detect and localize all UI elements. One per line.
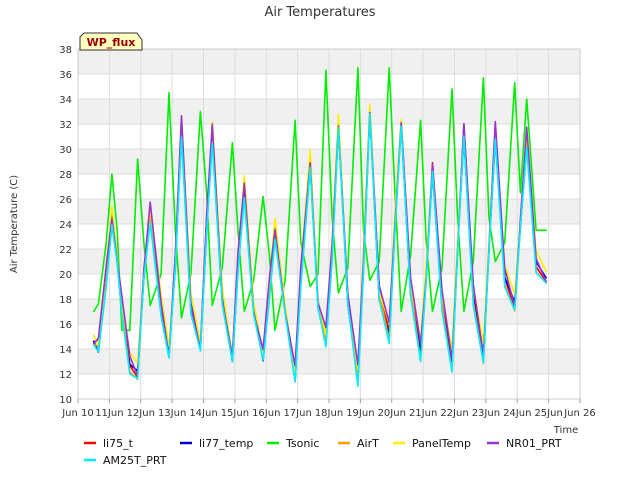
series-line-am25t-prt <box>92 112 547 388</box>
x-axis-ticks: Jun 10 11Jun 12Jun 13Jun 14Jun 15Jun 16Jun 17Ju… <box>61 399 596 419</box>
legend-label: PanelTemp <box>412 437 471 450</box>
y-tick-label: 32 <box>59 120 72 131</box>
x-tick-label: 12Jun <box>127 408 155 419</box>
y-tick-label: 36 <box>59 70 72 81</box>
x-tick-label: 17Jun <box>283 408 311 419</box>
y-tick-label: 14 <box>59 345 72 356</box>
x-tick-label: 23Jun <box>472 408 500 419</box>
y-tick-label: 38 <box>59 45 72 56</box>
y-tick-label: 22 <box>59 245 72 256</box>
x-tick-label: 19Jun <box>346 408 374 419</box>
legend-label: li77_temp <box>199 437 253 450</box>
x-tick-label: 14Jun <box>189 408 217 419</box>
chart-title: Air Temperatures <box>264 5 375 20</box>
y-axis-ticks: 10 12 14 16 18 20 22 24 26 28 30 32 34 36 38 <box>59 45 72 406</box>
y-tick-label: 10 <box>59 395 72 406</box>
x-tick-label: 20Jun <box>378 408 406 419</box>
y-axis-label: Air Temperature (C) <box>9 175 20 273</box>
legend-label: Tsonic <box>285 437 319 450</box>
x-tick-label: 22Jun <box>440 408 468 419</box>
x-tick-label: 25Jun <box>534 408 562 419</box>
y-tick-label: 16 <box>59 320 72 331</box>
badge-box <box>79 32 143 51</box>
legend-label: AM25T_PRT <box>103 454 167 467</box>
x-tick-label: 15Jun <box>221 408 249 419</box>
y-tick-label: 28 <box>59 170 72 181</box>
x-tick-label: 24Jun <box>503 408 531 419</box>
y-tick-label: 20 <box>59 270 72 281</box>
legend-label: NR01_PRT <box>506 437 562 450</box>
wp-flux-badge: WP_flux <box>79 32 143 51</box>
x-tick-label: 21Jun <box>409 408 437 419</box>
x-tick-label: Jun 10 <box>61 408 94 419</box>
badge-label: WP_flux <box>87 36 136 49</box>
x-tick-label: 16Jun <box>252 408 280 419</box>
y-tick-label: 18 <box>59 295 72 306</box>
x-tick-label: 18Jun <box>315 408 343 419</box>
series-lines <box>92 67 547 388</box>
x-tick-label: 11Jun <box>95 408 123 419</box>
y-tick-label: 26 <box>59 195 72 206</box>
legend: li75_t li77_temp Tsonic AirT PanelTemp NR01_P… <box>84 437 562 467</box>
legend-label: li75_t <box>103 437 134 450</box>
legend-label: AirT <box>357 437 379 450</box>
y-tick-label: 12 <box>59 370 72 381</box>
y-tick-label: 24 <box>59 220 72 231</box>
x-tick-label: Jun 26 <box>563 408 596 419</box>
y-tick-label: 34 <box>59 95 72 106</box>
x-tick-label: 13Jun <box>158 408 186 419</box>
x-axis-label: Time <box>553 425 578 436</box>
y-tick-label: 30 <box>59 145 72 156</box>
